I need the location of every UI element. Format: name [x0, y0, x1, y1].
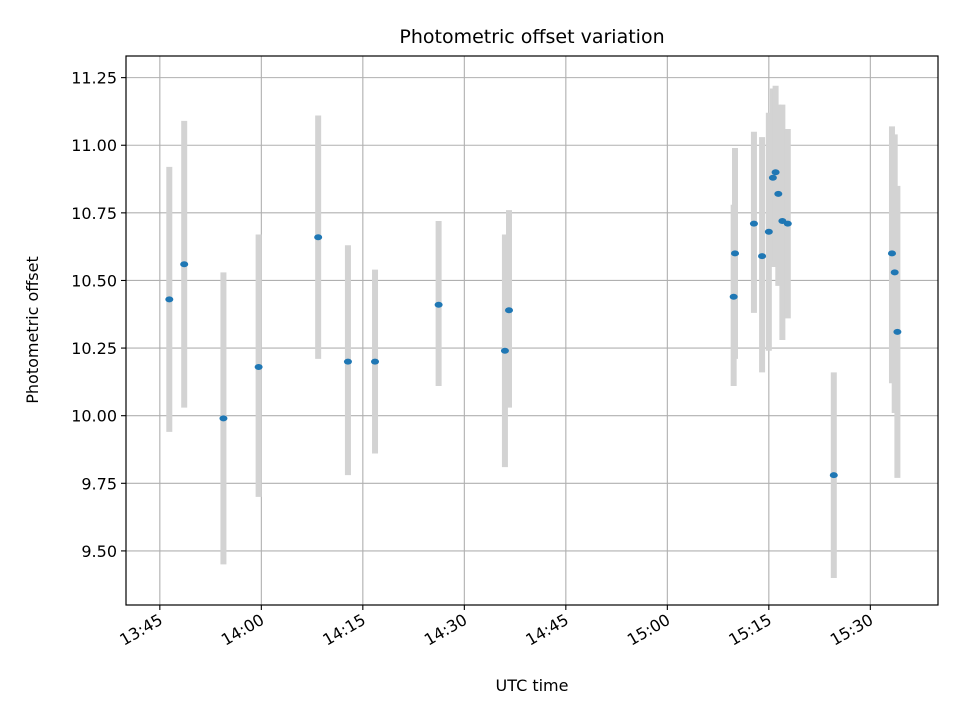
data-point — [893, 328, 902, 335]
data-point — [343, 358, 352, 365]
data-point — [165, 296, 174, 303]
plot-frame — [125, 55, 939, 606]
y-tick-label: 10.00 — [71, 407, 117, 426]
data-point — [768, 174, 777, 181]
y-tick-label: 9.75 — [81, 474, 117, 493]
y-axis-label: Photometric offset — [23, 256, 42, 404]
y-tick-label: 9.50 — [81, 542, 117, 561]
data-point — [764, 228, 773, 235]
data-point — [729, 293, 738, 300]
data-point — [890, 269, 899, 276]
data-point — [774, 190, 783, 197]
data-point — [371, 358, 380, 365]
data-point — [254, 364, 263, 371]
data-point — [829, 472, 838, 479]
data-point — [314, 234, 323, 241]
data-point — [749, 220, 758, 227]
data-point — [219, 415, 228, 422]
data-points — [165, 169, 902, 479]
data-point — [731, 250, 739, 257]
x-axis-label: UTC time — [496, 676, 569, 695]
chart-title: Photometric offset variation — [399, 26, 664, 48]
y-tick-label: 10.25 — [71, 339, 117, 358]
data-point — [783, 220, 792, 227]
y-axis-ticks: 9.50 9.75 10.00 10.25 10.50 10.75 11.00 11.25 — [71, 69, 126, 561]
data-point — [887, 250, 896, 257]
y-tick-label: 11.00 — [71, 136, 117, 155]
data-point — [771, 169, 780, 176]
data-point — [180, 261, 189, 268]
y-tick-label: 11.25 — [71, 69, 117, 88]
data-point — [504, 307, 513, 314]
y-tick-label: 10.50 — [71, 271, 117, 290]
data-point — [758, 253, 767, 260]
y-tick-label: 10.75 — [71, 204, 117, 223]
data-point — [500, 347, 509, 354]
data-point — [434, 301, 443, 308]
